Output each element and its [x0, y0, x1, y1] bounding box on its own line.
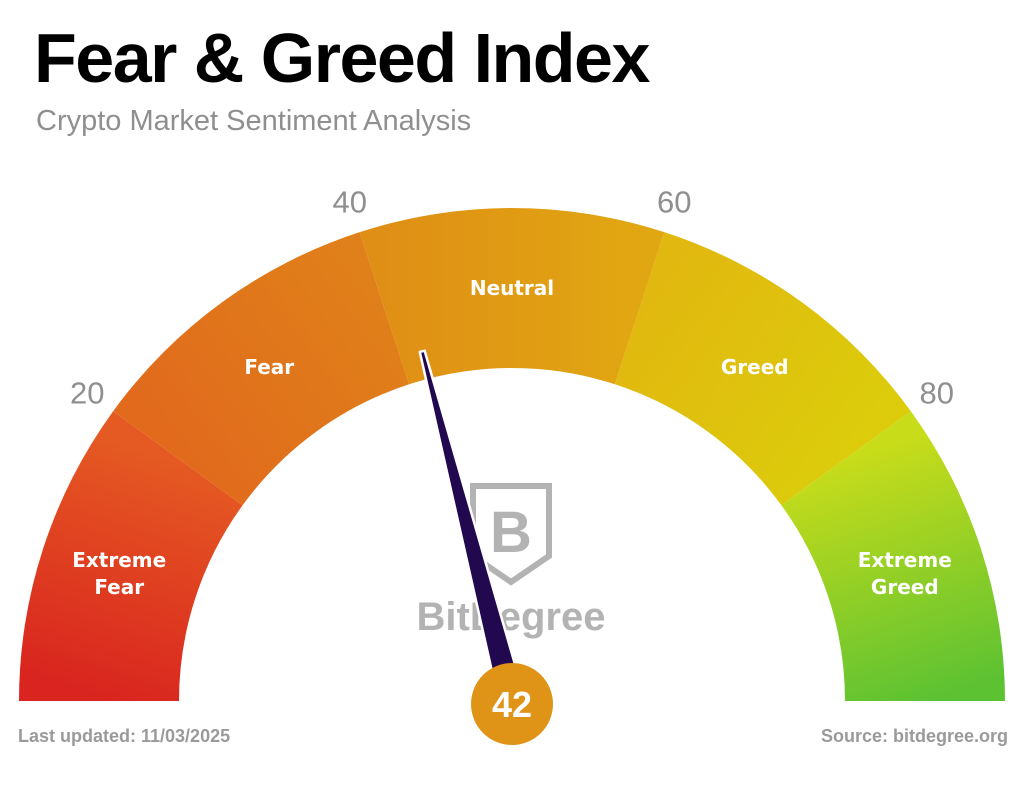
gauge-zone-label-line: Extreme: [72, 548, 166, 572]
gauge-zone-label-line: Greed: [871, 575, 939, 599]
last-updated: Last updated: 11/03/2025: [18, 726, 231, 746]
bitdegree-logo: B BitDegree: [417, 483, 606, 639]
gauge-ticks: 20 40 60 80: [70, 185, 954, 411]
gauge-zone-4: [614, 232, 911, 506]
gauge-tick-label-80: 80: [919, 375, 953, 410]
gauge-zones: [19, 207, 1005, 701]
bitdegree-logo-text: BitDegree: [417, 595, 606, 639]
source-credit: Source: bitdegree.org: [820, 726, 1008, 746]
gauge-zone-label-line: Greed: [721, 355, 789, 379]
gauge-zone-label-4: Greed: [721, 355, 789, 379]
gauge-tick-label-20: 20: [70, 375, 104, 410]
gauge-tick-label-40: 40: [333, 185, 367, 220]
gauge-zone-label-3: Neutral: [470, 276, 554, 300]
gauge-zone-5: [781, 411, 1005, 701]
gauge-zone-3: [359, 207, 665, 385]
gauge-zone-label-2: Fear: [244, 355, 294, 379]
gauge-zone-label-1: Extreme Fear: [72, 548, 166, 599]
gauge-value-label: 42: [492, 684, 532, 725]
gauge-zone-2: [113, 232, 410, 506]
gauge-zone-1: [19, 411, 243, 701]
gauge-tick-label-60: 60: [657, 185, 691, 220]
gauge-zone-label-line: Fear: [94, 575, 144, 599]
gauge-zone-label-5: Extreme Greed: [858, 548, 952, 599]
gauge-zone-label-line: Neutral: [470, 276, 554, 300]
gauge-zone-labels: Extreme Fear Fear Neutral Greed Extreme Greed: [72, 276, 952, 599]
gauge-value-circle: [471, 663, 553, 745]
page-title: Fear & Greed Index: [34, 19, 650, 97]
bitdegree-shield-letter: B: [490, 500, 532, 565]
page-subtitle: Crypto Market Sentiment Analysis: [36, 105, 472, 137]
gauge-zone-label-line: Extreme: [858, 548, 952, 572]
gauge-zone-label-line: Fear: [244, 355, 294, 379]
